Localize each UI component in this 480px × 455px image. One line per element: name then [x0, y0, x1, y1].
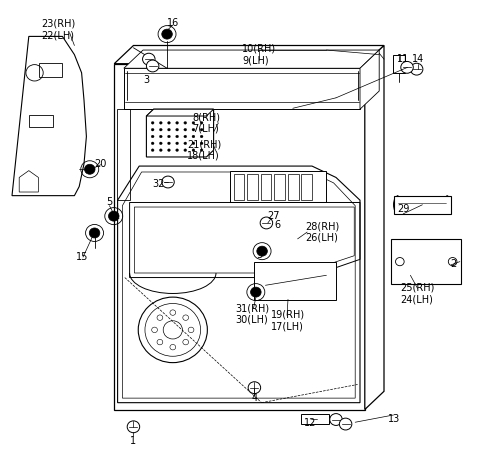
Circle shape [200, 135, 203, 138]
Circle shape [200, 149, 203, 152]
Circle shape [251, 287, 261, 297]
Circle shape [257, 246, 267, 256]
Circle shape [162, 176, 174, 188]
Circle shape [151, 135, 154, 138]
Text: 10(RH)
9(LH): 10(RH) 9(LH) [242, 44, 276, 66]
Circle shape [168, 128, 170, 131]
Circle shape [260, 217, 273, 229]
Polygon shape [146, 109, 214, 116]
Circle shape [159, 128, 162, 131]
Circle shape [151, 121, 154, 124]
Circle shape [192, 142, 195, 145]
Text: 32: 32 [152, 179, 165, 189]
Text: 2: 2 [450, 259, 457, 269]
Text: 1: 1 [131, 436, 136, 446]
Circle shape [192, 128, 195, 131]
Circle shape [176, 142, 179, 145]
Circle shape [192, 135, 195, 138]
Text: 23(RH)
22(LH): 23(RH) 22(LH) [41, 19, 75, 40]
Text: 8(RH)
7(LH): 8(RH) 7(LH) [192, 112, 220, 134]
Circle shape [200, 121, 203, 124]
Text: 21(RH)
18(LH): 21(RH) 18(LH) [187, 139, 221, 161]
Circle shape [401, 61, 413, 73]
Circle shape [159, 121, 162, 124]
Circle shape [184, 135, 187, 138]
Text: 6: 6 [275, 220, 280, 230]
Polygon shape [124, 50, 379, 68]
Circle shape [410, 63, 423, 75]
Text: 11: 11 [397, 54, 409, 64]
Circle shape [159, 135, 162, 138]
Circle shape [176, 149, 179, 152]
Circle shape [176, 121, 179, 124]
Circle shape [108, 211, 119, 221]
Text: 12: 12 [304, 418, 317, 428]
Text: 25(RH)
24(LH): 25(RH) 24(LH) [400, 283, 435, 304]
Circle shape [192, 121, 195, 124]
Circle shape [176, 135, 179, 138]
Circle shape [330, 414, 342, 425]
Circle shape [168, 142, 170, 145]
Circle shape [184, 121, 187, 124]
Circle shape [248, 382, 261, 394]
Text: 31(RH)
30(LH): 31(RH) 30(LH) [235, 303, 269, 325]
Text: 28(RH)
26(LH): 28(RH) 26(LH) [305, 221, 339, 243]
Circle shape [184, 149, 187, 152]
Circle shape [168, 121, 170, 124]
Polygon shape [114, 46, 384, 64]
Circle shape [200, 142, 203, 145]
Circle shape [159, 149, 162, 152]
Circle shape [192, 149, 195, 152]
Text: 27: 27 [267, 211, 280, 221]
Text: 4: 4 [252, 393, 257, 403]
Circle shape [162, 29, 172, 39]
Circle shape [146, 60, 159, 72]
Circle shape [168, 149, 170, 152]
Circle shape [339, 418, 352, 430]
Polygon shape [365, 46, 384, 410]
Polygon shape [146, 109, 214, 157]
Circle shape [127, 421, 140, 433]
Polygon shape [301, 414, 329, 424]
Circle shape [200, 128, 203, 131]
Polygon shape [394, 196, 451, 214]
Text: 19(RH)
17(LH): 19(RH) 17(LH) [271, 310, 305, 332]
Circle shape [143, 53, 155, 65]
Polygon shape [391, 239, 461, 284]
Polygon shape [230, 171, 326, 202]
Text: 14: 14 [411, 54, 424, 64]
Text: 13: 13 [387, 414, 400, 424]
Text: 20: 20 [95, 159, 107, 169]
Text: 3: 3 [144, 75, 149, 85]
Circle shape [176, 128, 179, 131]
Text: 15: 15 [76, 252, 89, 262]
Circle shape [184, 142, 187, 145]
Circle shape [159, 142, 162, 145]
Circle shape [84, 164, 95, 174]
Circle shape [184, 128, 187, 131]
Circle shape [89, 228, 100, 238]
Circle shape [168, 135, 170, 138]
Text: 16: 16 [167, 18, 179, 28]
Text: 5: 5 [256, 250, 263, 260]
Polygon shape [254, 262, 336, 300]
Text: 29: 29 [397, 204, 409, 214]
Polygon shape [393, 55, 405, 73]
Circle shape [151, 149, 154, 152]
Circle shape [151, 128, 154, 131]
Circle shape [151, 142, 154, 145]
Text: 5: 5 [106, 197, 113, 207]
Polygon shape [360, 50, 379, 109]
